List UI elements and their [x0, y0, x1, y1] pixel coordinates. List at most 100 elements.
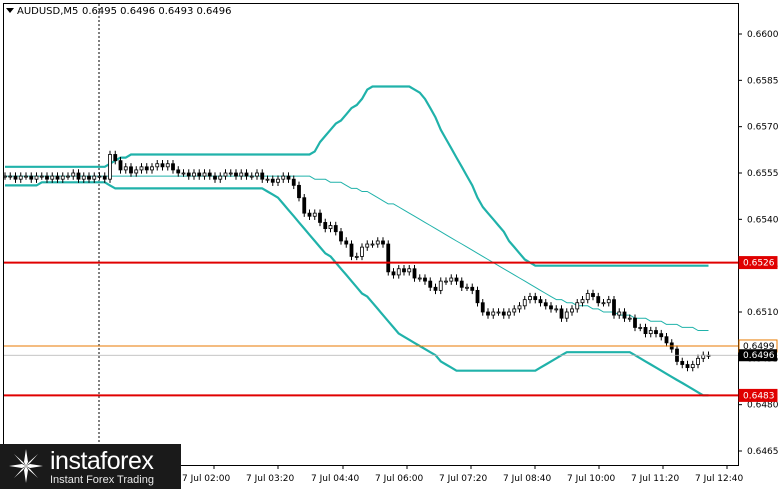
- candle: [517, 302, 522, 313]
- candle: [129, 163, 133, 177]
- candle: [165, 160, 170, 171]
- candle-body: [160, 163, 165, 168]
- candle-body: [291, 178, 296, 186]
- candle-body: [465, 286, 469, 289]
- candle-body: [654, 330, 658, 335]
- candle-body: [13, 175, 18, 180]
- level-lines: [4, 261, 738, 397]
- candle-body: [50, 175, 55, 180]
- candle: [228, 169, 233, 177]
- x-tick-label: 7 Jul 11:20: [631, 474, 680, 484]
- candle: [87, 172, 91, 183]
- candle-body: [386, 243, 391, 273]
- candle-body: [123, 166, 128, 171]
- candle: [664, 333, 669, 347]
- candle: [339, 227, 343, 245]
- candle: [113, 150, 118, 165]
- candle-body: [118, 160, 123, 171]
- candle-body: [522, 299, 527, 307]
- candle-body: [81, 175, 86, 180]
- candle-body: [396, 268, 401, 276]
- candle: [260, 169, 265, 183]
- candle: [291, 175, 296, 190]
- candle: [365, 240, 370, 251]
- candle: [249, 172, 254, 180]
- candle: [381, 237, 385, 248]
- candle-body: [228, 172, 233, 175]
- candle-body: [585, 293, 590, 301]
- price-tag-box: [739, 349, 777, 362]
- candle-body: [528, 296, 532, 301]
- candle: [218, 172, 223, 183]
- candle: [265, 175, 270, 183]
- candle-body: [113, 154, 118, 162]
- candle-body: [612, 299, 616, 316]
- candle: [496, 308, 501, 316]
- moving-average-line: [5, 175, 709, 331]
- candle: [50, 172, 55, 183]
- candle-body: [181, 172, 186, 175]
- candle-body: [202, 172, 207, 177]
- y-tick-label: 0.6585: [747, 76, 779, 86]
- candle: [596, 292, 601, 307]
- candle-body: [239, 172, 244, 177]
- candle: [633, 314, 637, 332]
- symbol-dropdown-icon[interactable]: [6, 8, 14, 13]
- candle-body: [354, 255, 359, 258]
- candle-body: [659, 333, 664, 338]
- candle: [396, 265, 401, 279]
- candle: [612, 295, 616, 319]
- candle: [171, 160, 175, 174]
- y-tick-label: 0.6555: [747, 169, 779, 179]
- candle: [690, 360, 695, 372]
- x-tick-label: 7 Jul 10:00: [567, 474, 616, 484]
- candle: [449, 274, 454, 285]
- candle-body: [643, 327, 648, 335]
- candle: [66, 172, 70, 180]
- candle-body: [333, 225, 338, 233]
- x-tick-label: 7 Jul 12:40: [695, 474, 744, 484]
- x-tick-label: 7 Jul 06:00: [375, 474, 424, 484]
- candle-body: [512, 308, 517, 313]
- candle-body: [470, 286, 475, 291]
- candle-body: [45, 175, 49, 180]
- candle-body: [575, 302, 580, 310]
- candle: [160, 160, 165, 171]
- candle-body: [55, 175, 60, 180]
- candles: [3, 150, 711, 372]
- price-tag-box: [738, 256, 778, 270]
- candle-body: [638, 327, 643, 329]
- candle: [202, 169, 207, 180]
- candle: [29, 172, 34, 183]
- candle: [417, 274, 422, 282]
- candle-body: [549, 305, 553, 310]
- candle: [239, 169, 244, 180]
- candle: [412, 265, 417, 282]
- candle: [522, 295, 527, 310]
- candle-body: [29, 175, 34, 180]
- ohlc-readout: 0.6495 0.6496 0.6493 0.6496: [82, 6, 232, 17]
- candle: [8, 172, 13, 180]
- candle-body: [87, 175, 91, 180]
- candle: [333, 221, 338, 236]
- candle-body: [339, 231, 343, 242]
- candle-body: [391, 271, 396, 276]
- candle-body: [171, 163, 175, 171]
- candle-body: [564, 311, 569, 319]
- candle: [102, 172, 107, 183]
- candle: [81, 172, 86, 183]
- candle-body: [34, 175, 39, 180]
- candle-body: [375, 240, 380, 245]
- price-tag-box: [738, 388, 778, 402]
- candle: [34, 172, 39, 183]
- candle: [507, 308, 511, 319]
- candle: [312, 209, 317, 220]
- candle-body: [165, 163, 170, 168]
- candle-body: [533, 296, 538, 301]
- candle-body: [297, 184, 301, 199]
- candle-body: [580, 299, 585, 304]
- price-tag-label: 0.6483: [743, 391, 775, 401]
- candle-body: [270, 178, 275, 183]
- candle: [13, 172, 18, 183]
- candle: [370, 240, 375, 248]
